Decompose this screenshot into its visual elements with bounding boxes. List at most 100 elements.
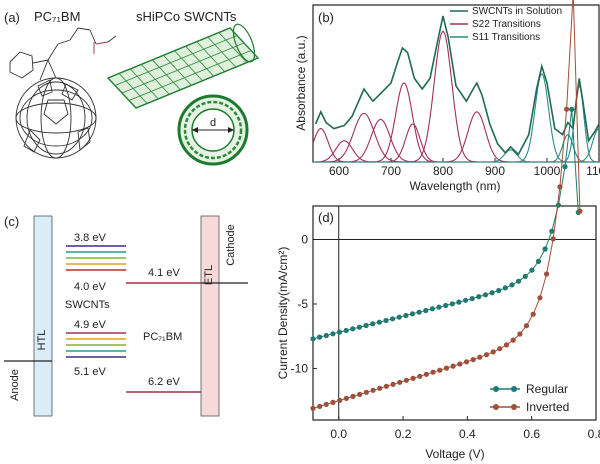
spectrum-x-axis-title: Wavelength (nm) <box>410 179 501 193</box>
panel-c-label: (c) <box>4 214 19 229</box>
jv-data-point <box>469 296 475 302</box>
etl-layer <box>200 215 220 417</box>
jv-data-point <box>376 319 382 325</box>
spectrum-x-ticks: 600 700 800 900 1000 1100 <box>329 158 600 178</box>
jv-data-point <box>403 312 409 319</box>
swcnt-solution-spectrum <box>314 15 600 156</box>
jv-x-tick-label: 0.0 <box>330 427 347 441</box>
legend-item-solution: SWCNTs in Solution <box>472 6 562 17</box>
jv-data-point <box>523 323 530 329</box>
swcnt-lumo-bands <box>66 245 126 271</box>
jv-data-point <box>529 267 535 273</box>
spectrum-tick-label: 1000 <box>534 164 561 178</box>
jv-data-point <box>537 295 543 301</box>
pc71bm-structure-label: PC₇₁BM <box>34 9 80 24</box>
jv-data-point <box>562 164 568 170</box>
htl-layer <box>33 215 53 417</box>
s22-peak-curve <box>313 30 599 163</box>
jv-data-point <box>330 399 336 405</box>
jv-data-point <box>503 342 510 348</box>
jv-data-point <box>437 367 443 373</box>
jv-x-tick-label: 0.4 <box>459 427 476 441</box>
jv-data-point <box>336 329 343 335</box>
jv-data-point <box>396 314 402 320</box>
jv-data-point <box>489 290 495 296</box>
jv-data-point <box>356 324 362 330</box>
htl-label: HTL <box>36 330 48 351</box>
jv-line <box>312 0 581 409</box>
jv-data-point <box>370 321 376 327</box>
jv-data-point <box>343 395 349 401</box>
jv-data-point <box>383 383 389 389</box>
jv-data-point <box>370 387 376 393</box>
jv-data-point <box>463 297 469 303</box>
jv-data-point <box>542 246 548 252</box>
jv-data-point <box>383 317 389 324</box>
panel-a: (a) PC₇₁BM sHiPCo SWCNTs <box>4 9 260 166</box>
spectrum-tick-label: 800 <box>433 164 453 178</box>
jv-data-point <box>330 331 336 337</box>
jv-data-point <box>490 349 496 355</box>
jv-data-point <box>310 336 316 342</box>
jv-data-point <box>564 106 570 112</box>
pc71bm-molecule-icon <box>9 27 117 159</box>
jv-y-tick-label: -10 <box>291 361 309 375</box>
jv-y-tick-label: -5 <box>297 297 308 311</box>
jv-data-point <box>443 365 450 371</box>
spectrum-tick-label: 600 <box>329 164 349 178</box>
jv-data-point <box>555 202 562 208</box>
etl-label: ETL <box>203 265 215 285</box>
legend-item-inverted: Inverted <box>526 400 569 414</box>
jv-data-point <box>522 273 528 279</box>
jv-plot-frame <box>312 205 597 421</box>
swcnt-homo-bands <box>66 332 126 358</box>
jv-data-point <box>410 375 416 381</box>
regular-device-curve <box>310 106 581 342</box>
jv-x-tick-label: 0.2 <box>395 427 412 441</box>
legend-marker-inverted-2 <box>511 404 517 410</box>
jv-data-point <box>450 363 456 369</box>
jv-data-point <box>377 385 383 391</box>
jv-data-point <box>510 337 516 343</box>
jv-data-point <box>470 357 476 363</box>
jv-data-point <box>430 369 436 375</box>
swcnt-cross-section-icon: d <box>177 94 249 166</box>
spectrum-tick-label: 1100 <box>586 164 600 178</box>
jv-data-point <box>497 346 503 352</box>
jv-data-point <box>482 292 489 298</box>
spectrum-y-axis-title: Absorbance (a.u.) <box>294 35 308 130</box>
legend-item-s11: S11 Transitions <box>472 32 540 43</box>
jv-data-point <box>449 301 455 307</box>
jv-data-point <box>436 304 442 310</box>
jv-data-point <box>423 371 429 377</box>
panel-c: (c) HTL ETL Anode Cathode 3.8 eV 4.0 eV … <box>4 214 248 417</box>
jv-axis-ticks: 0.0 0.2 0.4 0.6 0.8 0 -5 -10 <box>291 233 600 441</box>
jv-data-point <box>549 228 555 234</box>
s11-transition-curves <box>313 72 600 163</box>
swcnt-tube-icon <box>106 23 260 109</box>
jv-data-point <box>397 379 403 385</box>
panel-d-label: (d) <box>318 210 334 225</box>
jv-data-point <box>476 294 482 300</box>
pcbm-material-label: PC₇₁BM <box>143 331 182 343</box>
jv-data-point <box>416 309 422 315</box>
jv-data-point <box>516 278 522 284</box>
jv-data-point <box>317 403 323 409</box>
s22-peak-curve <box>313 82 599 163</box>
jv-data-point <box>577 208 583 214</box>
jv-data-point <box>350 326 356 332</box>
spectrum-legend: SWCNTs in Solution S22 Transitions S11 T… <box>450 6 562 43</box>
jv-data-point <box>363 322 369 329</box>
jv-data-point <box>423 307 429 314</box>
legend-marker-regular <box>493 386 499 392</box>
jv-data-point <box>443 302 449 309</box>
jv-data-point <box>409 311 416 317</box>
legend-item-regular: Regular <box>526 382 568 396</box>
swcnt-structure-label: sHiPCo SWCNTs <box>136 9 237 24</box>
level-label-6-2: 6.2 eV <box>148 376 180 388</box>
jv-data-point <box>317 334 323 340</box>
jv-data-point <box>457 361 463 367</box>
jv-data-point <box>517 331 523 337</box>
swcnt-material-label: SWCNTs <box>65 299 110 311</box>
